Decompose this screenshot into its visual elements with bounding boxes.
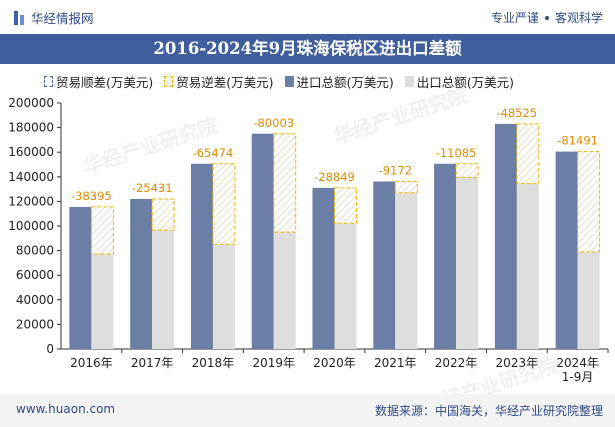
data-label-deficit: -65474: [193, 146, 234, 160]
x-tick-label: 2023年: [496, 356, 539, 370]
bar-export: [456, 177, 479, 349]
bar-export: [516, 183, 539, 349]
legend-label-export: 出口总额(万美元): [416, 75, 515, 90]
y-tick-label: 100000: [8, 219, 54, 233]
bar-import: [434, 163, 457, 349]
tagline-right: 客观科学: [554, 11, 603, 25]
bar-export: [334, 223, 357, 349]
bar-import: [130, 198, 153, 349]
y-tick-label: 140000: [8, 170, 54, 184]
top-bar: 华经情报网 专业严谨 客观科学: [0, 0, 615, 34]
y-tick-label: 200000: [8, 96, 54, 110]
data-label-deficit: -11085: [436, 146, 477, 160]
data-label-deficit: -80003: [253, 116, 294, 130]
bar-import: [373, 181, 396, 349]
x-tick-label: 2017年: [131, 356, 174, 370]
chart-title: 2016-2024年9月珠海保税区进出口差额: [0, 34, 615, 64]
bar-export: [152, 230, 175, 349]
bar-deficit: [516, 123, 540, 185]
chart-legend: 贸易顺差(万美元) 贸易逆差(万美元) 进口总额(万美元) 出口总额(万美元): [44, 72, 514, 91]
x-tick-label: 2021年: [374, 356, 417, 370]
data-label-deficit: -25431: [132, 181, 173, 195]
bar-export: [212, 244, 235, 349]
x-tick-label: 2022年: [435, 356, 478, 370]
bar-export: [273, 232, 296, 349]
bar-import: [555, 151, 578, 349]
bar-deficit: [151, 198, 175, 231]
legend-label-surplus: 贸易顺差(万美元): [56, 75, 154, 90]
bar-deficit: [455, 163, 479, 178]
bar-deficit: [577, 151, 601, 253]
footer-source: 数据来源：中国海关，华经产业研究院整理: [374, 404, 603, 418]
x-tick-label: 1-9月: [562, 370, 594, 384]
bar-export: [577, 251, 600, 349]
legend-item-import: 进口总额(万美元): [284, 72, 394, 91]
legend-item-deficit: 贸易逆差(万美元): [164, 72, 274, 91]
data-label-deficit: -9172: [379, 163, 412, 177]
chart-plot: 0 20000 40000 60000 80000 100000 120000 140000 1…: [8, 96, 609, 384]
bar-deficit: [334, 187, 357, 224]
bar-import: [312, 187, 335, 349]
y-tick-label: 120000: [8, 194, 54, 208]
legend-label-deficit: 贸易逆差(万美元): [176, 75, 274, 90]
bar-import: [251, 133, 274, 349]
legend-item-export: 出口总额(万美元): [404, 72, 515, 91]
brand-name: 华经情报网: [31, 11, 94, 26]
x-tick-label: 2020年: [313, 356, 356, 370]
y-tick-label: 160000: [8, 145, 54, 159]
bar-deficit: [273, 133, 297, 233]
x-tick-label: 2019年: [252, 356, 295, 370]
brand-logo-icon: [14, 10, 24, 25]
footer: www.huaon.com 数据来源：中国海关，华经产业研究院整理: [0, 394, 615, 427]
bar-import: [190, 163, 213, 349]
y-tick-label: 180000: [8, 121, 54, 135]
tagline-left: 专业严谨: [490, 11, 539, 25]
bar-deficit: [212, 163, 236, 245]
bar-export: [395, 192, 418, 349]
data-label-deficit: -48525: [496, 106, 537, 120]
data-label-deficit: -81491: [557, 134, 598, 148]
tagline: 专业严谨 客观科学: [491, 9, 603, 26]
y-tick-label: 80000: [16, 244, 54, 258]
x-tick-label: 2016年: [70, 356, 113, 370]
y-tick-label: 40000: [16, 293, 54, 307]
y-tick-label: 0: [46, 342, 54, 356]
bar-import: [69, 206, 92, 349]
brand: 华经情报网: [14, 8, 94, 27]
bar-deficit: [394, 180, 418, 194]
legend-swatch-deficit: [164, 76, 174, 87]
bar-import: [494, 123, 517, 349]
legend-swatch-import: [284, 76, 294, 87]
x-tick-label: 2018年: [192, 356, 235, 370]
y-tick-label: 20000: [16, 317, 54, 331]
dot-separator-icon: [544, 15, 549, 20]
footer-website-link[interactable]: www.huaon.com: [16, 402, 116, 416]
data-label-deficit: -28849: [314, 170, 355, 184]
legend-swatch-export: [404, 76, 414, 87]
legend-label-import: 进口总额(万美元): [296, 75, 394, 90]
bar-export: [91, 254, 114, 349]
legend-item-surplus: 贸易顺差(万美元): [44, 72, 153, 91]
data-label-deficit: -38395: [71, 189, 112, 203]
bar-deficit: [90, 206, 114, 255]
y-tick-label: 60000: [16, 268, 54, 282]
legend-swatch-surplus: [44, 76, 53, 87]
x-tick-label: 2024年: [556, 356, 599, 370]
